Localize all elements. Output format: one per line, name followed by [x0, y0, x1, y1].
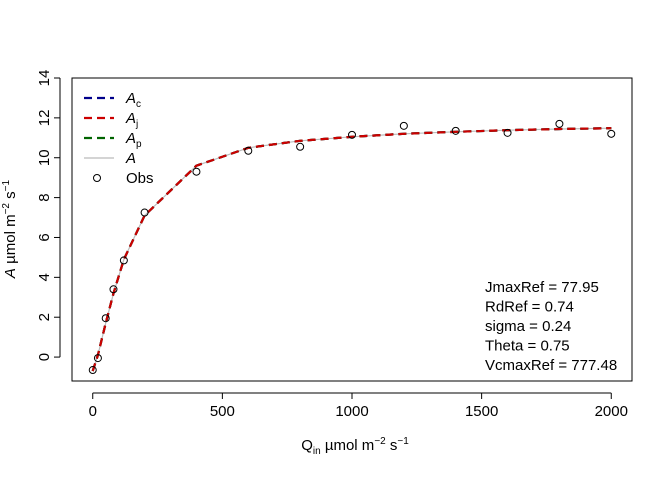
- obs-point: [192, 167, 201, 176]
- y-tick-label: 6: [36, 233, 53, 241]
- fit-parameter-label: JmaxRef = 77.95: [485, 279, 599, 296]
- y-tick-label: 0: [36, 353, 53, 361]
- legend-label: Ac: [125, 90, 141, 110]
- fit-parameter-label: VcmaxRef = 777.48: [485, 357, 617, 374]
- legend-swatch: [93, 174, 101, 182]
- obs-point: [93, 354, 102, 363]
- fit-parameters: JmaxRef = 77.95 RdRef = 0.74 sigma = 0.24 T…: [485, 279, 617, 374]
- fit-parameter-label: Theta = 0.75: [485, 338, 570, 355]
- obs-point: [101, 314, 110, 323]
- series-layer: [91, 127, 612, 372]
- obs-point: [503, 128, 512, 137]
- plot-box: [71, 77, 633, 382]
- x-axis: 0 500 1000 1500 2000: [89, 392, 628, 420]
- x-tick-label: 1500: [465, 403, 498, 420]
- y-tick-label: 12: [36, 110, 53, 127]
- obs-point: [244, 146, 253, 155]
- observation-points: [88, 119, 616, 375]
- y-tick-label: 2: [36, 313, 53, 321]
- legend-label: Ap: [125, 130, 142, 150]
- fit-parameter-label: sigma = 0.24: [485, 318, 571, 335]
- y-tick-label: 14: [36, 70, 53, 87]
- legend-label: Obs: [126, 170, 154, 187]
- obs-point: [348, 130, 356, 139]
- obs-point: [88, 366, 97, 375]
- obs-point: [296, 142, 305, 151]
- fit-parameter-label: RdRef = 0.74: [485, 299, 574, 316]
- y-tick-label: 4: [36, 273, 53, 281]
- legend-label: A: [125, 150, 136, 167]
- series-aj-line: [91, 127, 612, 372]
- x-tick-label: 1000: [335, 403, 368, 420]
- obs-point: [399, 121, 408, 130]
- y-axis: 0 2 4 6 8 10 12 14: [36, 70, 61, 361]
- y-axis-label: A µmol m−2 s−1: [1, 179, 19, 279]
- x-axis-label: Qin µmol m−2 s−1: [301, 436, 409, 457]
- x-tick-label: 0: [89, 403, 97, 420]
- obs-point: [119, 256, 128, 265]
- obs-point: [607, 129, 616, 138]
- obs-point: [555, 119, 564, 128]
- obs-point: [451, 126, 460, 135]
- y-tick-label: 10: [36, 149, 53, 166]
- obs-point: [140, 208, 149, 217]
- obs-point: [109, 285, 118, 294]
- x-tick-label: 2000: [595, 403, 628, 420]
- y-tick-label: 8: [36, 193, 53, 201]
- x-tick-label: 500: [210, 403, 235, 420]
- legend-label: Aj: [125, 110, 138, 130]
